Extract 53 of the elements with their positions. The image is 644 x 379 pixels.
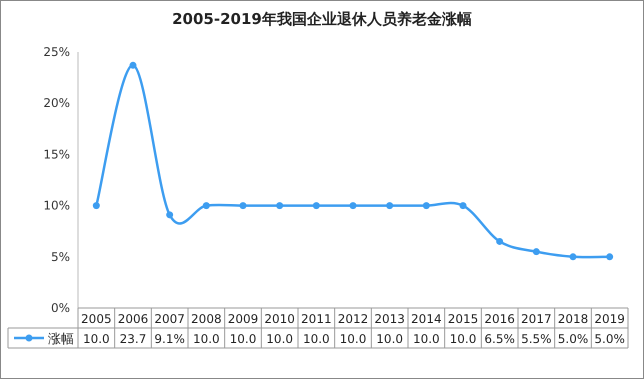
y-tick-label: 25%	[43, 45, 70, 59]
data-label: 10.0	[450, 332, 476, 346]
x-tick-label: 2014	[411, 312, 442, 326]
data-label: 5.0%	[558, 332, 588, 346]
x-tick-label: 2011	[301, 312, 332, 326]
data-label: 10.0	[302, 332, 330, 346]
point	[166, 211, 174, 218]
y-tick-label: 0%	[50, 301, 70, 315]
point	[240, 202, 246, 210]
y-tick-label: 10%	[43, 198, 70, 213]
data-label: 10.0	[230, 332, 256, 346]
data-label: 10.0	[192, 332, 220, 346]
data-label: 9.1%	[154, 332, 185, 346]
y-tick-label: 5%	[50, 250, 70, 264]
x-tick-label: 2007	[154, 312, 185, 326]
data-label: 10.0	[340, 332, 366, 346]
chart-title: 2005-2019年我国企业退休人员养老金涨幅	[172, 10, 472, 28]
point	[350, 202, 356, 210]
point	[570, 253, 576, 260]
x-tick-label: 2019	[594, 312, 625, 326]
x-tick-label: 2008	[191, 312, 222, 326]
point	[202, 202, 210, 210]
x-tick-label: 2009	[228, 312, 258, 326]
data-label: 10.0	[412, 332, 440, 346]
data-label: 5.0%	[594, 332, 625, 346]
y-tick-label: 15%	[43, 147, 70, 162]
y-tick-label: 20%	[43, 96, 70, 110]
data-label: 5.5%	[521, 332, 552, 346]
point	[276, 202, 284, 210]
x-tick-label: 2016	[484, 312, 515, 326]
point	[386, 202, 394, 210]
legend-label: 涨幅	[48, 332, 74, 347]
x-tick-label: 2006	[118, 312, 148, 326]
data-label: 23.7	[120, 332, 146, 346]
point	[532, 248, 540, 256]
data-label: 10.0	[376, 332, 404, 346]
x-tick-label: 2012	[338, 312, 368, 326]
x-tick-label: 2013	[374, 312, 405, 326]
point	[606, 253, 614, 260]
point	[312, 202, 320, 210]
point	[460, 202, 466, 210]
point	[130, 62, 136, 69]
x-tick-label: 2018	[558, 312, 588, 326]
data-label: 10.0	[266, 332, 294, 346]
x-tick-label: 2015	[448, 312, 478, 326]
data-label: 10.0	[82, 332, 110, 346]
x-tick-label: 2005	[81, 312, 112, 326]
x-tick-label: 2010	[264, 312, 295, 326]
point	[422, 202, 430, 210]
point	[92, 202, 100, 210]
data-label: 6.5%	[484, 332, 515, 346]
point	[496, 238, 504, 245]
x-tick-label: 2017	[521, 312, 552, 326]
